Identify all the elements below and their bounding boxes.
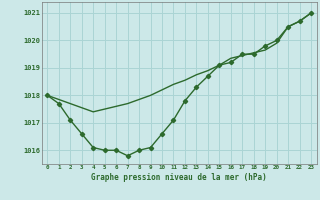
X-axis label: Graphe pression niveau de la mer (hPa): Graphe pression niveau de la mer (hPa) xyxy=(91,173,267,182)
